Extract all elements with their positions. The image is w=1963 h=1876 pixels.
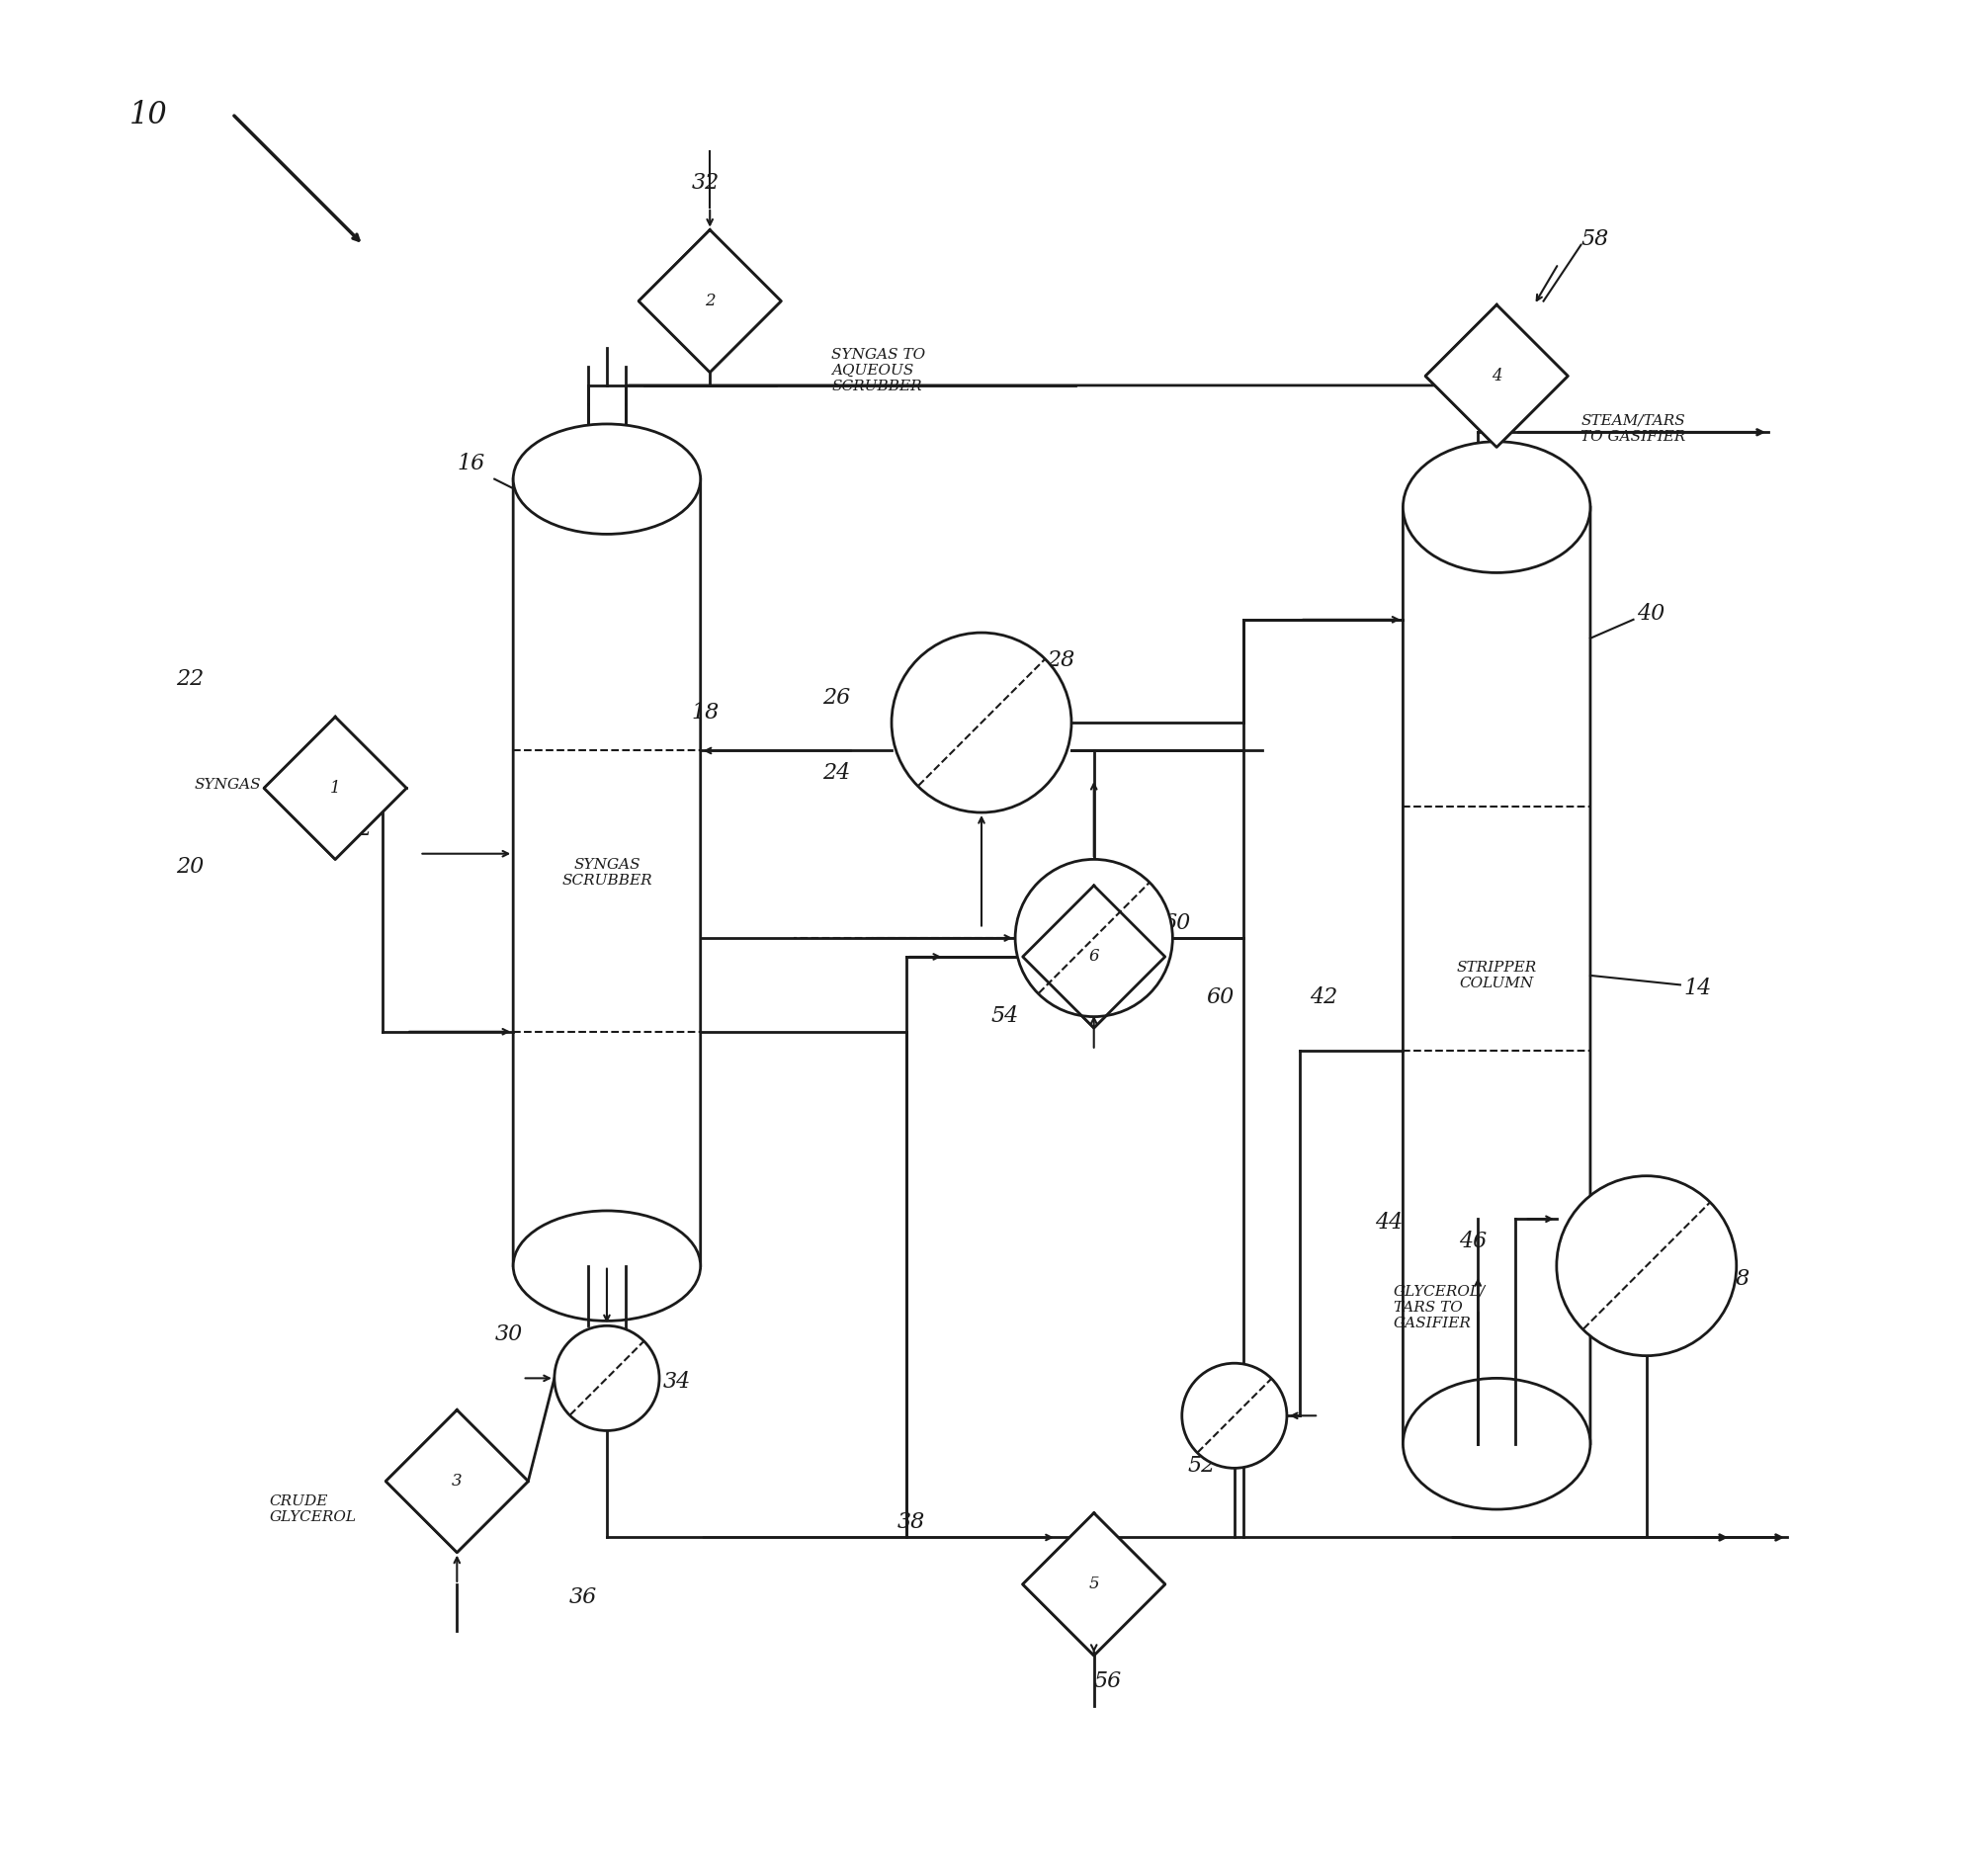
Text: 28: 28 [1046,649,1076,672]
Text: 60: 60 [1207,987,1235,1009]
Circle shape [1015,859,1172,1017]
Circle shape [554,1326,660,1431]
Text: 42: 42 [1309,987,1337,1009]
Text: CRUDE
GLYCEROL: CRUDE GLYCEROL [269,1495,357,1525]
Text: 3: 3 [451,1473,461,1490]
Text: 36: 36 [569,1587,597,1608]
Text: SYNGAS TO
AQUEOUS
SCRUBBER: SYNGAS TO AQUEOUS SCRUBBER [832,347,927,394]
Text: SYNGAS
SCRUBBER: SYNGAS SCRUBBER [561,857,652,887]
Text: 56: 56 [1093,1670,1121,1692]
Text: 30: 30 [495,1324,522,1345]
Polygon shape [1023,1514,1166,1655]
Text: 6: 6 [1089,949,1099,964]
Text: STRIPPER
COLUMN: STRIPPER COLUMN [1457,961,1537,991]
Text: GLYCEROL/
TARS TO
GASIFIER: GLYCEROL/ TARS TO GASIFIER [1394,1285,1486,1330]
Circle shape [891,632,1072,812]
Text: 58: 58 [1580,229,1610,250]
Circle shape [1557,1176,1737,1356]
Text: 26: 26 [822,687,850,709]
Text: 2: 2 [705,293,715,310]
FancyBboxPatch shape [512,478,701,1266]
Ellipse shape [1404,441,1590,572]
Text: 54: 54 [991,1006,1019,1028]
Text: 38: 38 [897,1512,925,1533]
Ellipse shape [512,424,701,535]
Text: 52: 52 [1188,1456,1215,1476]
Text: 40: 40 [1637,602,1665,625]
FancyBboxPatch shape [1404,507,1590,1445]
Polygon shape [638,231,781,371]
Text: 32: 32 [691,173,718,193]
Text: 12: 12 [345,818,373,840]
Polygon shape [1425,304,1568,446]
Text: 5: 5 [1089,1576,1099,1593]
Text: 24: 24 [822,762,850,784]
Text: 46: 46 [1459,1231,1488,1251]
Text: 44: 44 [1374,1212,1404,1233]
Ellipse shape [512,1210,701,1321]
Text: 10: 10 [130,99,167,129]
Text: 14: 14 [1684,977,1712,1000]
Ellipse shape [1404,1379,1590,1510]
Polygon shape [387,1411,528,1553]
Text: STEAM/TARS
TO GASIFIER: STEAM/TARS TO GASIFIER [1580,413,1686,443]
Polygon shape [265,717,406,859]
Text: 60: 60 [1164,912,1192,934]
Text: 48: 48 [1722,1268,1749,1289]
Text: SYNGAS: SYNGAS [194,777,261,792]
Text: 22: 22 [177,668,204,690]
Text: 18: 18 [691,702,718,724]
Text: 20: 20 [177,855,204,878]
Polygon shape [1023,885,1166,1028]
Text: 16: 16 [457,452,485,475]
Text: 1: 1 [330,780,340,797]
Text: 34: 34 [663,1371,691,1392]
Circle shape [1182,1364,1288,1469]
Text: 4: 4 [1492,368,1502,385]
